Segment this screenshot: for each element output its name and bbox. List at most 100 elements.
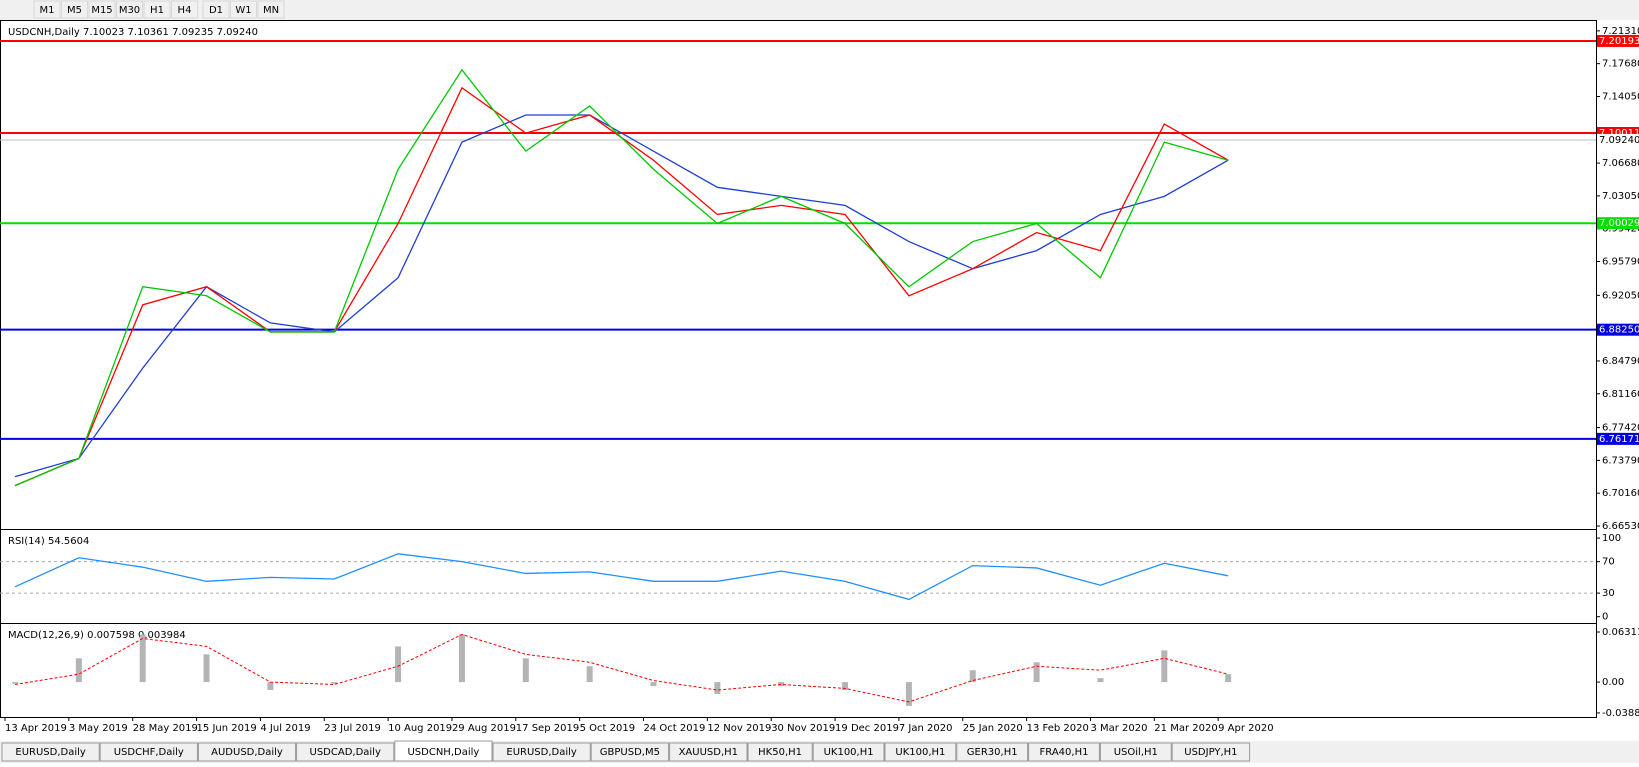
histogram-bar [458,634,465,683]
x-tick-label: 7 Jan 2020 [899,723,953,734]
tab-label: GBPUSD,M5 [600,747,660,758]
histogram-bar [395,646,402,683]
current-price-label: 7.09240 [1599,135,1639,146]
x-tick-label: 15 Jun 2019 [197,723,257,734]
tab[interactable] [956,742,1029,762]
histogram-bar [969,670,976,683]
y-tick-label: 30 [1602,588,1615,599]
y-tick-label: 70 [1602,557,1615,568]
chart-window [0,20,1639,741]
tab[interactable] [1,742,100,762]
y-tick-label: 7.14050 [1602,91,1639,102]
level-price-label: 7.20193 [1599,36,1639,47]
histogram-bar [522,658,529,683]
signal-line [14,633,1229,703]
tab-label: USOil,H1 [1114,747,1158,758]
tab[interactable] [590,742,670,762]
y-tick-label: 100 [1602,533,1621,544]
y-tick-label: 6.66530 [1602,521,1639,532]
tab-label: USDJPY,H1 [1184,747,1237,758]
x-tick-label: 12 Nov 2019 [707,723,771,734]
timeframe-button[interactable] [202,0,230,19]
histogram-bar [12,682,18,684]
timeframe-label: W1 [235,5,251,16]
level-price-label: 7.10011 [1599,128,1639,139]
y-tick-label: 6.99420 [1602,224,1639,235]
x-tick-label: 25 Jan 2020 [963,723,1023,734]
y-tick-label: 0.00 [1602,677,1624,688]
x-tick-label: 10 Aug 2019 [388,723,452,734]
timeframe-label: M15 [91,5,112,16]
y-tick-label: 7.17680 [1602,59,1639,70]
tab[interactable] [1028,742,1100,762]
tab-label: FRA40,H1 [1040,747,1089,758]
x-tick-label: 4 Jul 2019 [260,723,310,734]
x-tick-label: 24 Oct 2019 [644,723,706,734]
timeframe-button[interactable] [257,0,285,19]
tab[interactable] [99,742,198,762]
x-tick-label: 3 Mar 2020 [1090,723,1147,734]
level-price-box [1597,217,1639,230]
tab[interactable] [884,742,957,762]
histogram-bar [331,682,338,684]
timeframe-button[interactable] [116,0,143,19]
y-tick-label: -0.038872 [1602,708,1639,719]
tab[interactable] [747,742,813,762]
x-tick-label: 28 May 2019 [133,723,198,734]
timeframe-button[interactable] [88,0,116,19]
histogram-bar [203,654,210,683]
x-tick-label: 19 Dec 2019 [835,723,899,734]
timeframe-label: H1 [150,5,164,16]
tab-label: USDCAD,Daily [310,747,381,758]
histogram-bar [139,634,146,683]
x-tick-label: 3 May 2019 [69,723,128,734]
tab[interactable] [197,742,297,762]
toolbar [0,0,1639,20]
tab-label: XAUUSD,H1 [679,747,738,758]
level-price-label: 6.76171 [1599,434,1639,445]
y-tick-label: 0 [1602,612,1608,623]
tab-label: EURUSD,Daily [15,747,86,758]
histogram-bar [586,666,593,683]
level-price-box [1597,432,1639,445]
tab-label: HK50,H1 [758,747,802,758]
data-line [14,553,1229,601]
tab[interactable] [812,742,885,762]
y-tick-label: 6.70160 [1602,488,1639,499]
x-tick-label: 13 Feb 2020 [1027,723,1089,734]
timeframe-button[interactable] [230,0,257,19]
data-line [14,114,1229,478]
timeframe-label: H4 [178,5,192,16]
timeframe-button[interactable] [61,0,88,19]
tab-active[interactable] [394,740,493,762]
histogram-bar [1225,674,1232,683]
tab-label: USDCNH,Daily [407,747,479,758]
tab[interactable] [296,742,395,762]
y-tick-label: 6.92050 [1602,290,1639,301]
histogram-bar [778,682,785,687]
timeframe-label: M1 [40,5,55,16]
y-tick-label: 6.81160 [1602,389,1639,400]
tab[interactable] [492,742,591,762]
tab[interactable] [1171,742,1251,762]
histogram-bar [1033,662,1040,683]
y-tick-label: 6.84790 [1602,356,1639,367]
histogram-bar [267,682,274,691]
histogram-bar [650,682,657,687]
tab-label: USDCHF,Daily [114,747,184,758]
tab[interactable] [1099,742,1172,762]
x-tick-label: 23 Jul 2019 [324,723,381,734]
y-tick-label: 7.03050 [1602,191,1639,202]
tab[interactable] [669,742,748,762]
x-tick-label: 17 Sep 2019 [516,723,579,734]
tab-label: GER30,H1 [967,747,1018,758]
y-tick-label: 7.06680 [1602,158,1639,169]
timeframe-button[interactable] [33,0,61,19]
timeframe-button[interactable] [171,0,198,19]
level-price-box [1597,34,1639,47]
level-price-label: 6.88250 [1599,325,1639,336]
timeframe-button[interactable] [143,0,171,19]
histogram-bar [842,682,849,691]
